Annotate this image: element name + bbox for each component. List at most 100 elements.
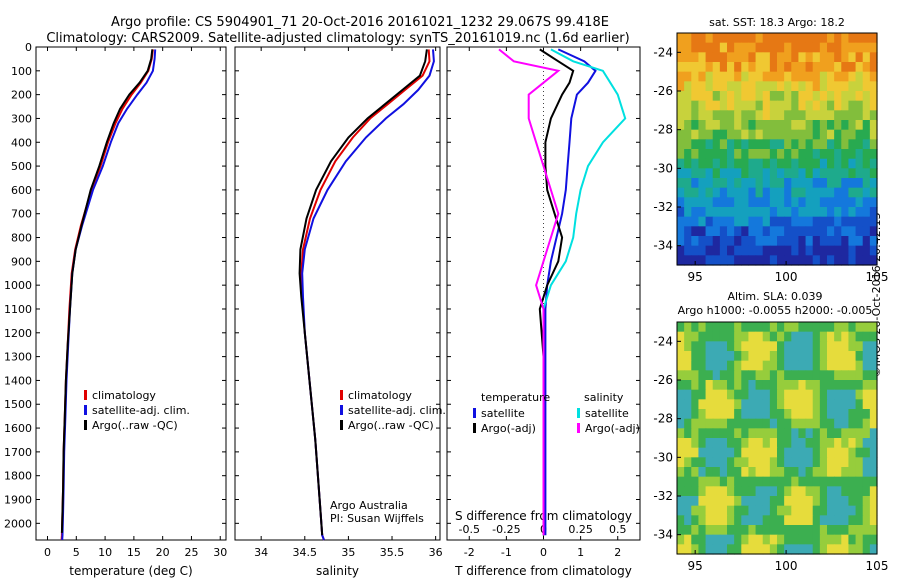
- map-cell: [705, 389, 714, 400]
- map-cell: [834, 197, 842, 208]
- map-cell: [741, 197, 750, 208]
- map-cell: [855, 139, 864, 150]
- map-cell: [798, 351, 807, 362]
- map-cell: [869, 360, 878, 371]
- map-cell: [869, 120, 878, 131]
- map-cell: [805, 187, 814, 198]
- map-cell: [777, 467, 785, 478]
- map-cell: [855, 351, 864, 362]
- map-cell: [855, 322, 864, 333]
- map-cell: [777, 178, 785, 189]
- map-cell: [848, 168, 857, 179]
- x-tick-label: -2: [464, 546, 475, 559]
- map-cell: [677, 534, 685, 545]
- map-cell: [719, 544, 728, 555]
- map-cell: [741, 187, 750, 198]
- map-cell: [791, 178, 800, 189]
- map-cell: [762, 370, 771, 381]
- map-cell: [862, 129, 871, 140]
- map-cell: [827, 351, 835, 362]
- map-cell: [777, 457, 785, 468]
- map-cell: [777, 139, 785, 150]
- map-cell: [748, 158, 757, 169]
- map-cell: [777, 100, 785, 111]
- map-cell: [812, 341, 821, 352]
- map-cell: [734, 42, 742, 53]
- map-cell: [712, 158, 721, 169]
- map-cell: [769, 370, 778, 381]
- map-cell: [827, 544, 835, 555]
- map-cell: [798, 447, 807, 458]
- map-cell: [848, 370, 857, 381]
- map-cell: [748, 207, 757, 218]
- map-cell: [848, 100, 857, 111]
- map-cell: [762, 447, 771, 458]
- map-cell: [769, 168, 778, 179]
- legend-label: satellite-adj. clim.: [92, 404, 190, 417]
- map-cell: [798, 120, 807, 131]
- map-cell: [819, 525, 828, 536]
- map-cell: [812, 351, 821, 362]
- map-cell: [827, 52, 835, 63]
- top-x-tick-label: -0.5: [459, 523, 480, 536]
- map-cell: [769, 149, 778, 160]
- x-tick-label: 2: [614, 546, 621, 559]
- map-cell: [862, 389, 871, 400]
- map-cell: [791, 515, 800, 526]
- map-cell: [677, 178, 685, 189]
- map-cell: [698, 207, 707, 218]
- map-cell: [719, 236, 728, 247]
- map-cell: [848, 207, 857, 218]
- map-cell: [705, 447, 714, 458]
- map-cell: [755, 389, 764, 400]
- map-cell: [798, 476, 807, 487]
- map-cell: [819, 71, 828, 82]
- map-cell: [719, 351, 728, 362]
- map-cell: [684, 486, 692, 497]
- map-cell: [862, 476, 871, 487]
- map-cell: [712, 178, 721, 189]
- map-cell: [869, 418, 878, 429]
- map-cell: [805, 100, 814, 111]
- map-cell: [869, 486, 878, 497]
- map-cell: [855, 197, 864, 208]
- map-cell: [798, 525, 807, 536]
- map-frame: [676, 32, 878, 266]
- map-cell: [812, 207, 821, 218]
- map-cell: [869, 534, 878, 545]
- map-cell: [755, 544, 764, 555]
- map-cell: [777, 120, 785, 131]
- map-cell: [784, 370, 792, 381]
- map-cell: [691, 71, 700, 82]
- map-cell: [805, 81, 814, 92]
- map-cell: [727, 42, 735, 53]
- map-cell: [748, 534, 757, 545]
- map-cell: [841, 226, 850, 237]
- map-cell: [677, 149, 685, 160]
- map-cell: [755, 42, 764, 53]
- map-cell: [755, 457, 764, 468]
- map-cell: [812, 486, 821, 497]
- map-cell: [834, 255, 842, 266]
- map-cell: [719, 370, 728, 381]
- map-cell: [712, 534, 721, 545]
- map-cell: [777, 197, 785, 208]
- map-cell: [841, 486, 850, 497]
- map-cell: [855, 207, 864, 218]
- map-cell: [841, 457, 850, 468]
- map-cell: [691, 341, 700, 352]
- map-cell: [819, 515, 828, 526]
- map-cell: [719, 409, 728, 420]
- map-cell: [812, 226, 821, 237]
- map-cell: [712, 42, 721, 53]
- map-cell: [819, 428, 828, 439]
- map-cell: [762, 42, 771, 53]
- map-cell: [691, 331, 700, 342]
- map-cell: [734, 399, 742, 410]
- map-cell: [791, 467, 800, 478]
- map-cell: [869, 525, 878, 536]
- map-cell: [841, 216, 850, 227]
- map-cell: [784, 467, 792, 478]
- map-cell: [727, 544, 735, 555]
- map-cell: [827, 467, 835, 478]
